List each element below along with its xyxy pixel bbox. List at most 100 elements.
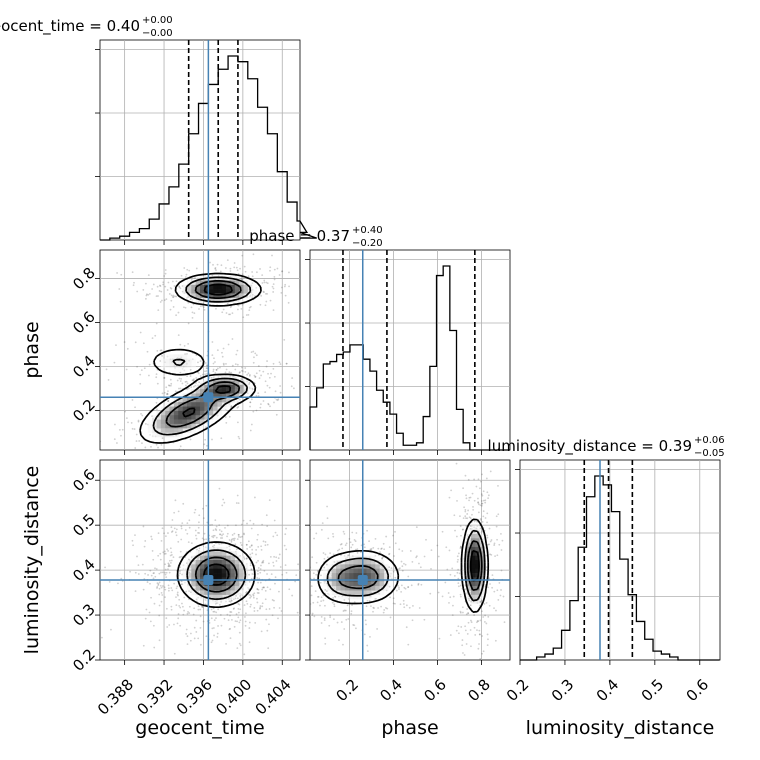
y-tick-label: 0.6 [69,465,99,495]
sample-point [332,532,334,535]
sample-point [255,354,258,357]
density-pixel [213,393,218,399]
density-pixel [169,406,175,412]
sample-point [235,353,238,356]
sample-point [217,542,220,545]
density-pixel [200,419,205,425]
sample-point [296,611,299,614]
density-pixel [470,551,476,556]
density-pixel [204,415,209,420]
density-pixel [226,546,231,552]
title-lower-error: −0.05 [694,448,725,459]
sample-point [485,622,488,625]
sample-point [484,501,487,504]
density-pixel [217,389,223,394]
sample-point [204,438,207,441]
sample-point [251,573,254,575]
density-pixel [200,389,205,394]
density-pixel [234,586,240,591]
sample-point [370,605,372,608]
density-pixel [169,358,175,364]
sample-point [347,618,350,620]
sample-point [449,634,452,636]
density-pixel [234,276,240,281]
sample-point [486,644,489,646]
sample-point [227,343,230,346]
density-pixel [475,538,480,543]
sample-point [186,268,189,271]
sample-point [482,510,485,513]
panel-title-phase: phase = 0.37 +0.40−0.20 [249,225,382,249]
density-pixel [379,590,385,596]
sample-point [268,386,271,389]
density-pixel [479,546,485,552]
sample-point [386,607,389,610]
density-pixel [208,560,214,565]
sample-point [169,384,172,387]
sample-point [192,613,195,616]
sample-point [343,599,346,601]
sample-point [302,605,304,607]
sample-point [353,539,356,541]
sample-point [244,616,246,618]
sample-point [303,575,305,577]
sample-point [235,613,238,616]
sample-point [159,360,162,362]
sample-point [356,548,359,551]
density-pixel [186,560,192,565]
sample-point [215,269,217,272]
density-pixel [327,590,333,596]
sample-point [481,494,484,497]
sample-point [179,387,182,390]
sample-point [136,290,139,293]
sample-point [178,570,181,573]
sample-point [144,423,147,425]
density-pixel [234,389,240,394]
plot-area [100,250,300,454]
density-pixel [383,573,389,578]
sample-point [129,570,132,573]
sample-point [214,528,217,530]
sample-point [396,584,399,587]
sample-point [306,574,308,576]
density-pixel [475,542,480,548]
sample-point [385,607,387,609]
sample-point [498,582,501,584]
sample-point [288,271,290,274]
sample-point [451,614,454,617]
sample-point [257,365,260,367]
sample-point [214,519,217,522]
sample-point [261,560,264,563]
density-pixel [239,568,244,574]
density-pixel [221,280,227,286]
sample-point [179,380,182,382]
sample-point [249,596,252,599]
density-pixel [195,415,201,420]
density-pixel [366,594,372,600]
sample-point [326,517,329,520]
sample-point [306,594,308,596]
sample-point [261,586,264,589]
sample-point [186,522,189,525]
sample-point [105,368,108,371]
sample-point [140,412,142,415]
sample-point [395,589,398,592]
sample-point [471,492,474,495]
sample-point [306,597,308,599]
density-pixel [173,415,179,420]
sample-point [159,301,162,303]
sample-point [155,401,158,404]
density-pixel [470,581,476,587]
density-pixel [147,432,153,438]
density-pixel [379,581,385,587]
sample-point [233,262,236,264]
sample-point [179,452,181,454]
truth-marker [203,392,214,403]
sample-point [389,616,392,619]
sample-point [392,534,394,537]
sample-point [343,609,346,612]
sample-point [477,620,480,623]
sample-point [375,597,377,600]
sample-point [390,567,393,570]
density-pixel [213,384,218,390]
